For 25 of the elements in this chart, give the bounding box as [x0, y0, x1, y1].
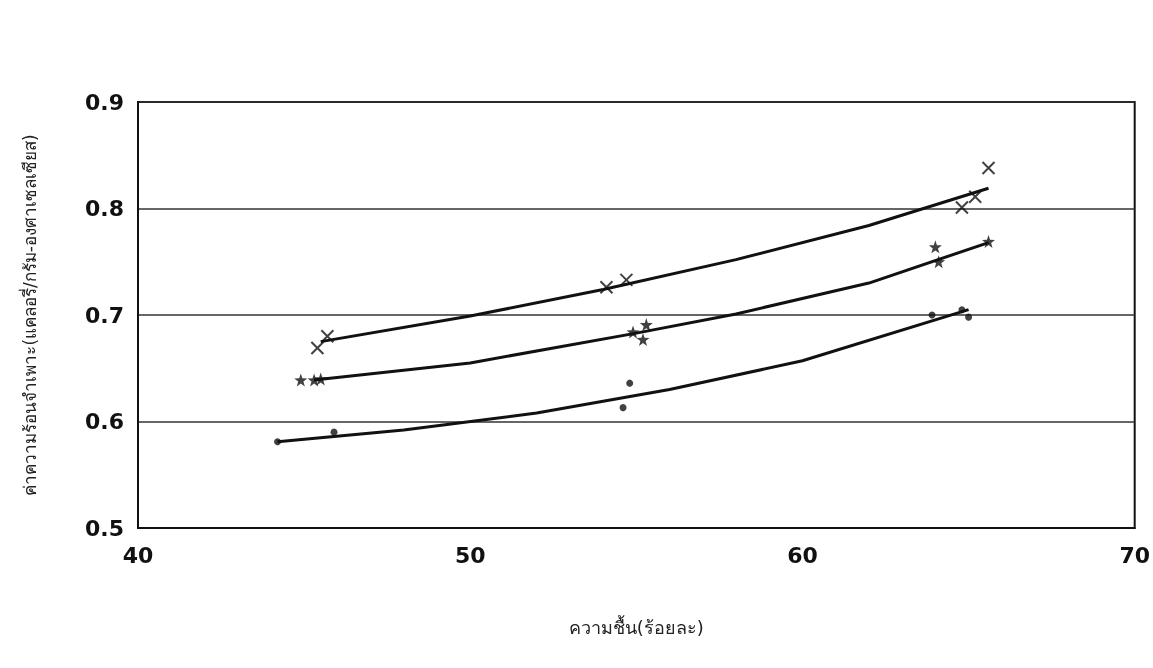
x-tick-label: 70	[1119, 542, 1150, 568]
y-axis-title: ค่าความร้อนจำเพาะ(แคลอรี่/กรัม-องศาเซลเซียส)	[17, 134, 40, 496]
point	[294, 373, 308, 387]
point	[619, 272, 634, 287]
point	[954, 200, 969, 215]
point	[626, 379, 634, 387]
line-series	[276, 308, 971, 444]
point	[599, 280, 614, 295]
y-tick-label: 0.7	[85, 302, 124, 328]
point	[965, 313, 973, 321]
point	[636, 332, 650, 346]
point	[310, 341, 325, 356]
point	[639, 318, 653, 332]
y-tick-label: 0.9	[85, 89, 124, 115]
point	[968, 189, 983, 204]
x-tick-label: 40	[122, 542, 154, 568]
point	[981, 161, 996, 176]
x-tick-label: 60	[787, 542, 818, 568]
x-axis-title: ความชื้น(ร้อยละ)	[568, 614, 704, 638]
y-tick-label: 0.6	[85, 409, 124, 434]
point	[619, 404, 627, 412]
x-tick-label: 50	[454, 542, 486, 568]
point	[928, 240, 942, 254]
y-tick-label: 0.8	[85, 196, 124, 221]
y-tick-label: 0.5	[85, 515, 124, 541]
